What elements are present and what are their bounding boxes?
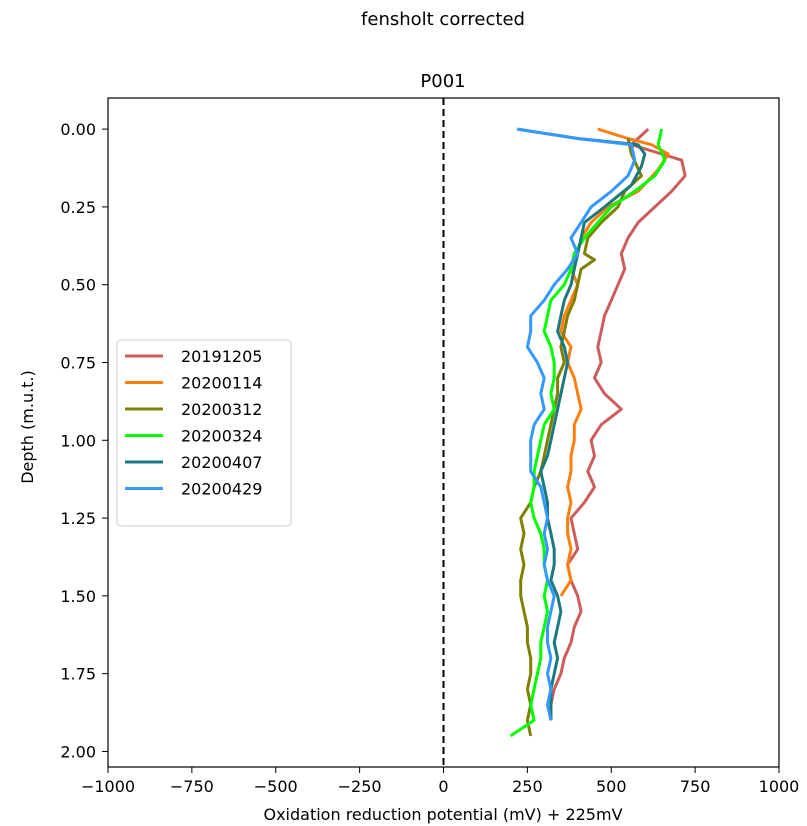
y-tick-label: 0.75 <box>60 353 96 372</box>
y-tick-label: 1.00 <box>60 431 96 450</box>
x-tick-label: −500 <box>254 777 298 796</box>
series-line-20200407 <box>517 127 647 721</box>
x-tick-label: −750 <box>170 777 214 796</box>
x-tick-label: 250 <box>512 777 543 796</box>
x-tick-label: 0 <box>438 777 448 796</box>
y-tick-label: 1.25 <box>60 509 96 528</box>
y-axis-label: Depth (m.u.t.) <box>18 370 37 484</box>
x-axis: −1000 −750 −500 −250 0 250 500 750 1000 <box>81 767 799 796</box>
x-tick-label: 1000 <box>759 777 800 796</box>
series-line-20200429 <box>517 127 637 721</box>
y-tick-label: 0.00 <box>60 120 96 139</box>
series-line-20200312 <box>519 138 643 737</box>
series-line-20191205 <box>549 128 687 721</box>
legend-entry-label: 20200429 <box>181 480 262 499</box>
y-axis: 0.00 0.25 0.50 0.75 1.00 1.25 1.50 1.75 2.00 <box>60 120 108 761</box>
chart-title: P001 <box>420 71 465 92</box>
y-tick-label: 0.25 <box>60 198 96 217</box>
x-tick-label: 500 <box>596 777 627 796</box>
series-layer <box>509 127 687 738</box>
x-axis-label: Oxidation reduction potential (mV) + 225… <box>263 805 622 824</box>
y-tick-label: 2.00 <box>60 742 96 761</box>
y-tick-label: 1.50 <box>60 587 96 606</box>
plot-area <box>107 97 780 768</box>
y-tick-label: 0.50 <box>60 276 96 295</box>
legend-entry-label: 20200324 <box>181 427 262 446</box>
legend-entry-label: 20200114 <box>181 374 262 393</box>
y-tick-label: 1.75 <box>60 665 96 684</box>
x-tick-label: −250 <box>338 777 382 796</box>
legend-entry-label: 20191205 <box>181 347 262 366</box>
x-tick-label: 750 <box>680 777 711 796</box>
legend-entry-label: 20200407 <box>181 453 262 472</box>
legend-frame <box>116 339 292 527</box>
x-tick-label: −1000 <box>81 777 135 796</box>
legend-entry-label: 20200312 <box>181 400 262 419</box>
figure-suptitle: fensholt corrected <box>361 9 525 30</box>
legend: 20191205 20200114 20200312 20200324 20200407… <box>116 339 292 527</box>
series-line-20200324 <box>509 128 667 738</box>
